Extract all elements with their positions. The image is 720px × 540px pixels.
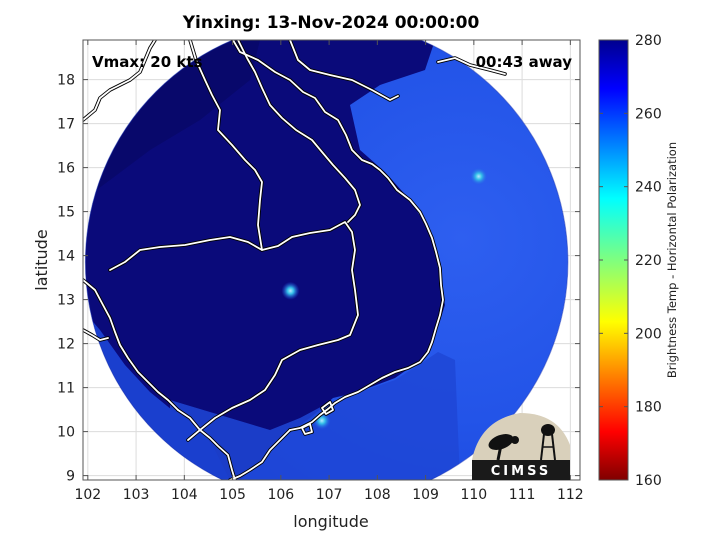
coastline — [237, 40, 361, 223]
coastline — [109, 221, 359, 441]
x-tick-label: 102 — [74, 487, 101, 503]
swath-edge — [84, 40, 569, 480]
svg-text:CIMSS: CIMSS — [491, 464, 551, 479]
y-tick-label: 11 — [57, 381, 75, 397]
colorbar-tick-label: 160 — [635, 473, 662, 489]
coastline — [437, 57, 506, 75]
x-axis-label: longitude — [293, 512, 368, 531]
axes-frame — [82, 39, 581, 481]
x-tick-label: 106 — [267, 487, 294, 503]
colorbar — [598, 39, 629, 481]
y-tick-label: 16 — [57, 161, 75, 177]
coastlines — [83, 40, 507, 480]
coastline — [229, 429, 291, 480]
coastline — [232, 40, 444, 431]
x-tick-label: 105 — [219, 487, 246, 503]
coastline — [321, 401, 334, 415]
colorbar-tick-label: 200 — [635, 326, 662, 342]
coastline — [83, 40, 156, 121]
time-away-label: 00:43 away — [476, 53, 573, 71]
coastline — [301, 423, 313, 435]
x-tick-label: 109 — [412, 487, 439, 503]
x-tick-label: 103 — [123, 487, 150, 503]
y-tick-label: 10 — [57, 425, 75, 441]
colorbar-label: Brightness Temp - Horizontal Polarizatio… — [665, 142, 679, 378]
colorbar-tick-label: 180 — [635, 400, 662, 416]
y-tick-label: 18 — [57, 73, 75, 89]
x-tick-label: 107 — [316, 487, 343, 503]
y-tick-label: 9 — [66, 469, 75, 485]
x-tick-label: 110 — [460, 487, 487, 503]
coastline — [83, 279, 179, 411]
coastline — [289, 40, 399, 101]
warm-spot-central — [281, 281, 300, 300]
y-tick-label: 13 — [57, 293, 75, 309]
cimss-logo: CIMSS — [472, 413, 570, 480]
x-tick-label: 111 — [509, 487, 536, 503]
vmax-label: Vmax: 20 kts — [92, 53, 202, 71]
y-tick-label: 12 — [57, 337, 75, 353]
x-tick-label: 104 — [171, 487, 198, 503]
x-tick-label: 108 — [364, 487, 391, 503]
coastline — [177, 409, 236, 480]
chart-title: Yinxing: 13-Nov-2024 00:00:00 — [182, 13, 480, 33]
x-tick-labels: 102 103 104 105 106 107 108 109 110 111 112 — [74, 487, 583, 503]
colorbar-tick-label: 260 — [635, 106, 662, 122]
y-tick-labels: 9 10 11 12 13 14 15 16 17 18 — [57, 73, 75, 485]
colorbar-tick-label: 240 — [635, 180, 662, 196]
y-tick-label: 15 — [57, 205, 75, 221]
y-tick-label: 14 — [57, 249, 75, 265]
y-axis-label: latitude — [32, 229, 51, 290]
x-tick-label: 112 — [557, 487, 584, 503]
colorbar-tick-label: 280 — [635, 33, 662, 49]
y-tick-label: 17 — [57, 117, 75, 133]
coastline — [189, 40, 263, 251]
colorbar-ticks: 160 180 200 220 240 260 280 — [599, 33, 662, 489]
tick-marks — [83, 40, 580, 480]
colorbar-tick-label: 220 — [635, 253, 662, 269]
coastline — [83, 329, 109, 341]
warm-spot-east — [469, 167, 488, 186]
